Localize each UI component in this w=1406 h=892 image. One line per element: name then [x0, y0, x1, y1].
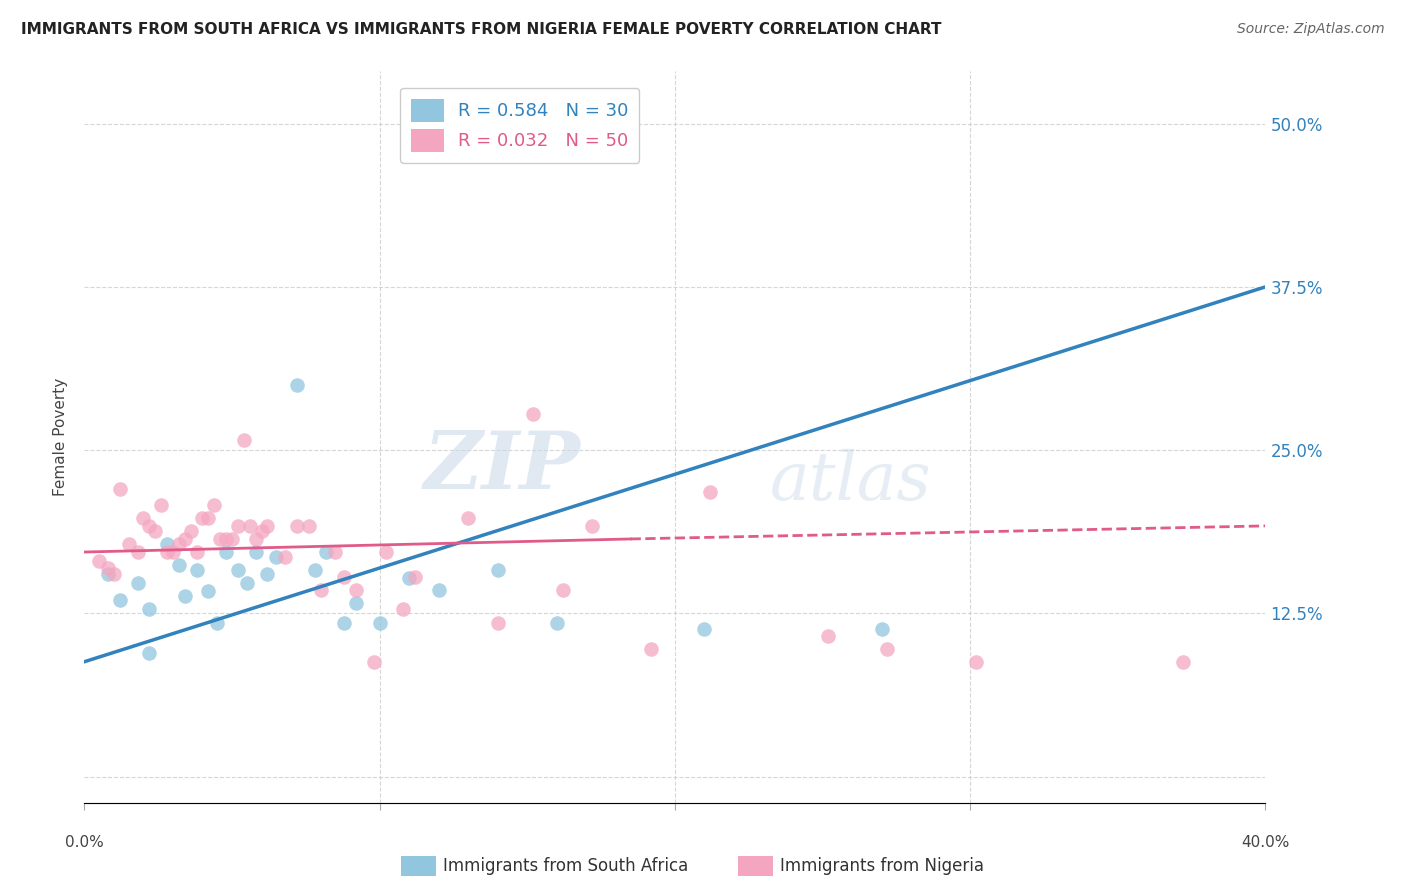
Point — [457, 511, 479, 525]
Point — [118, 537, 141, 551]
Point — [108, 593, 131, 607]
Point — [374, 545, 396, 559]
Point — [699, 485, 721, 500]
Point — [333, 570, 356, 584]
Point — [250, 524, 273, 538]
Point — [180, 524, 202, 538]
Point — [197, 584, 219, 599]
Point — [215, 545, 238, 559]
Point — [285, 519, 308, 533]
Point — [143, 524, 166, 538]
Point — [226, 563, 249, 577]
Point — [486, 615, 509, 630]
Point — [97, 567, 120, 582]
Point — [333, 615, 356, 630]
Text: Immigrants from South Africa: Immigrants from South Africa — [443, 857, 688, 875]
Point — [173, 590, 195, 604]
Point — [167, 537, 190, 551]
Point — [256, 567, 278, 582]
Point — [226, 519, 249, 533]
Point — [127, 545, 149, 559]
Point — [150, 498, 173, 512]
Point — [304, 563, 326, 577]
Point — [162, 545, 184, 559]
Point — [197, 511, 219, 525]
Point — [344, 596, 367, 610]
Text: Immigrants from Nigeria: Immigrants from Nigeria — [780, 857, 984, 875]
Text: ZIP: ZIP — [423, 427, 581, 505]
Point — [132, 511, 155, 525]
Point — [392, 602, 415, 616]
Point — [693, 622, 716, 636]
Point — [108, 483, 131, 497]
Point — [368, 615, 391, 630]
Point — [486, 563, 509, 577]
Point — [640, 641, 662, 656]
Point — [221, 532, 243, 546]
Point — [817, 629, 839, 643]
Point — [236, 576, 259, 591]
Point — [245, 545, 267, 559]
Point — [202, 498, 225, 512]
Text: atlas: atlas — [769, 449, 931, 514]
Point — [256, 519, 278, 533]
Point — [167, 558, 190, 573]
Point — [138, 602, 160, 616]
Point — [205, 615, 228, 630]
Point — [965, 655, 987, 669]
Point — [156, 545, 179, 559]
Point — [427, 582, 450, 597]
Text: IMMIGRANTS FROM SOUTH AFRICA VS IMMIGRANTS FROM NIGERIA FEMALE POVERTY CORRELATI: IMMIGRANTS FROM SOUTH AFRICA VS IMMIGRAN… — [21, 22, 942, 37]
Point — [232, 433, 254, 447]
Point — [309, 582, 332, 597]
Point — [1171, 655, 1194, 669]
Point — [186, 545, 208, 559]
Point — [103, 567, 125, 582]
Point — [274, 550, 297, 565]
Point — [156, 537, 179, 551]
Point — [581, 519, 603, 533]
Point — [298, 519, 321, 533]
Point — [344, 582, 367, 597]
Point — [186, 563, 208, 577]
Text: Source: ZipAtlas.com: Source: ZipAtlas.com — [1237, 22, 1385, 37]
Point — [97, 560, 120, 574]
Point — [876, 641, 898, 656]
Point — [363, 655, 385, 669]
Point — [551, 582, 574, 597]
Point — [323, 545, 347, 559]
Point — [215, 532, 238, 546]
Point — [404, 570, 426, 584]
Point — [522, 407, 544, 421]
Point — [239, 519, 262, 533]
Point — [138, 646, 160, 660]
Y-axis label: Female Poverty: Female Poverty — [53, 378, 69, 496]
Point — [209, 532, 232, 546]
Point — [89, 554, 111, 568]
Point — [138, 519, 160, 533]
Legend: R = 0.584   N = 30, R = 0.032   N = 50: R = 0.584 N = 30, R = 0.032 N = 50 — [401, 87, 640, 163]
Point — [127, 576, 149, 591]
Point — [245, 532, 267, 546]
Point — [315, 545, 337, 559]
Text: 40.0%: 40.0% — [1241, 836, 1289, 850]
Point — [264, 550, 288, 565]
Point — [173, 532, 195, 546]
Point — [285, 377, 308, 392]
Point — [398, 571, 420, 585]
Point — [546, 615, 568, 630]
Point — [191, 511, 214, 525]
Text: 0.0%: 0.0% — [65, 836, 104, 850]
Point — [870, 622, 893, 636]
